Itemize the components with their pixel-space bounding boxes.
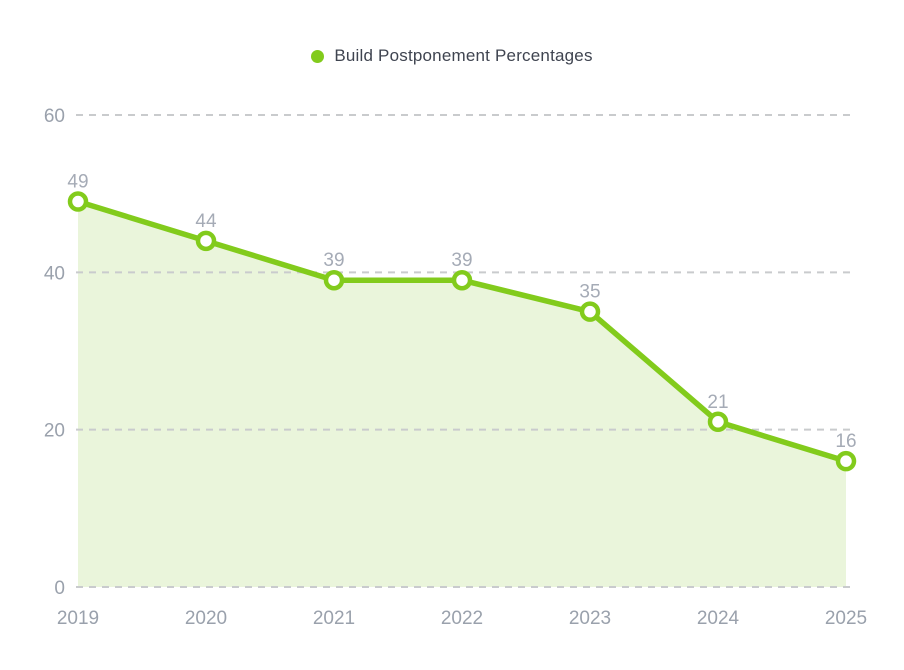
x-axis-tick-label: 2025 <box>825 608 867 629</box>
data-point-label: 16 <box>835 431 856 452</box>
data-point-label: 49 <box>67 172 88 193</box>
data-point-label: 39 <box>323 250 344 271</box>
data-point-marker[interactable] <box>67 191 89 212</box>
data-point-marker[interactable] <box>195 230 217 252</box>
y-axis-tick-label: 20 <box>44 421 65 442</box>
data-point-marker[interactable] <box>323 269 345 291</box>
x-axis-tick-label: 2019 <box>57 608 99 629</box>
x-axis-tick-label: 2024 <box>697 608 740 629</box>
legend-dot-icon <box>311 49 325 63</box>
x-axis-tick-label: 2020 <box>185 608 227 629</box>
data-point-label: 35 <box>579 282 600 303</box>
data-point-marker[interactable] <box>835 450 857 472</box>
x-axis-tick-label: 2021 <box>313 608 355 629</box>
y-axis-tick-label: 60 <box>44 106 65 127</box>
data-point-marker[interactable] <box>451 269 473 291</box>
data-point-marker[interactable] <box>707 411 729 433</box>
legend-label: Build Postponement Percentages <box>334 46 593 65</box>
data-point-label: 44 <box>195 211 217 232</box>
data-point-marker[interactable] <box>579 301 601 322</box>
series-area-fill <box>78 201 846 588</box>
y-axis-tick-label: 40 <box>44 263 65 284</box>
x-axis-tick-label: 2023 <box>569 608 611 629</box>
data-point-label: 39 <box>451 250 472 271</box>
chart-legend[interactable]: Build Postponement Percentages <box>0 46 904 66</box>
data-point-label: 21 <box>707 392 728 413</box>
y-axis-tick-label: 0 <box>54 578 65 599</box>
x-axis-tick-label: 2022 <box>441 608 483 629</box>
